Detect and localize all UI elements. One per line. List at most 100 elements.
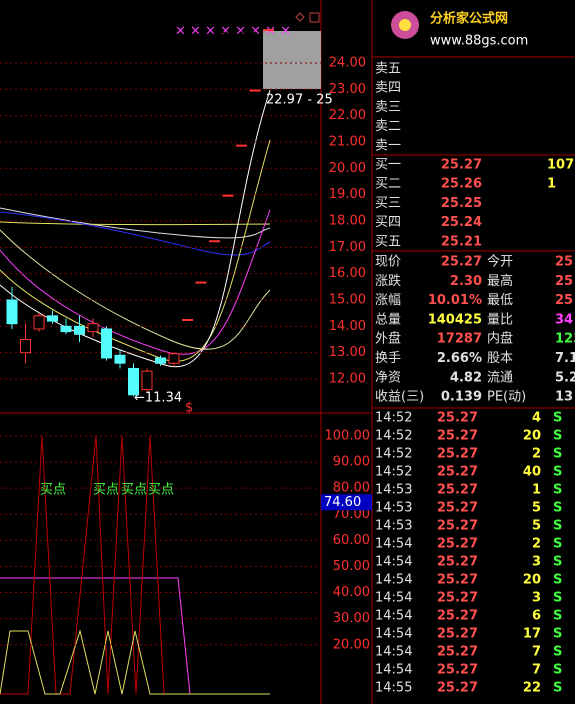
stat-label: 量比 — [487, 312, 513, 327]
trade-time: 14:52 — [375, 465, 412, 480]
logo-title: 分析家公式网 — [430, 11, 508, 27]
trade-time: 14:54 — [375, 609, 412, 624]
y-tick-label: 60.00 — [333, 533, 370, 548]
buy-level-label: 买三 — [375, 196, 401, 211]
trade-price: 25.27 — [437, 555, 478, 570]
range-label: 22.97 - 25 — [266, 93, 333, 108]
trade-time: 14:54 — [375, 645, 412, 660]
y-tick-label: 14.00 — [329, 319, 366, 334]
trade-volume: 1 — [532, 483, 541, 498]
sell-label: 卖四 — [375, 81, 401, 96]
candle-body — [74, 325, 85, 335]
window-button[interactable] — [295, 12, 305, 22]
sell-label: 卖一 — [375, 138, 401, 153]
trade-time: 14:53 — [375, 483, 412, 498]
trade-time: 14:52 — [375, 411, 412, 426]
candle-body — [87, 323, 99, 333]
buy-price: 25.21 — [441, 234, 482, 249]
buy-label: 买点 — [121, 483, 147, 498]
stat-label: 总量 — [375, 312, 401, 327]
trade-volume: 20 — [523, 429, 541, 444]
stat-value: 25 — [555, 293, 573, 308]
trade-price: 25.27 — [437, 591, 478, 606]
stat-label: 收益(三) — [375, 390, 424, 405]
trade-side: S — [553, 609, 562, 624]
candle-body — [60, 325, 72, 333]
stat-value: 4.82 — [450, 370, 482, 385]
trade-volume: 40 — [523, 465, 541, 480]
trade-price: 25.27 — [437, 501, 478, 516]
indicator-line — [0, 435, 270, 695]
low-label: ←11.34 — [134, 391, 182, 406]
trade-side: S — [553, 645, 562, 660]
trade-side: S — [553, 483, 562, 498]
stat-value: 34 — [555, 312, 573, 327]
stat-label: 净资 — [375, 370, 401, 385]
trade-side: S — [553, 555, 562, 570]
stat-value: 25 — [555, 274, 573, 289]
trade-volume: 5 — [532, 501, 541, 516]
current-value-label: 74.60 — [324, 495, 361, 510]
candle-body — [222, 194, 234, 197]
candle-body — [33, 315, 45, 330]
stat-value: 1231 — [555, 332, 575, 347]
stat-label: 内盘 — [487, 331, 513, 347]
stat-value: 13 — [555, 390, 573, 405]
y-tick-label: 22.00 — [329, 108, 366, 123]
y-tick-label: 24.00 — [329, 55, 366, 70]
trade-price: 25.27 — [437, 429, 478, 444]
stat-value: 5.28 — [555, 370, 575, 385]
stat-label: 现价 — [375, 255, 401, 270]
sell-label: 卖三 — [375, 100, 401, 115]
buy-label: 买点 — [40, 483, 66, 498]
ma-line — [0, 207, 271, 239]
trade-price: 25.27 — [437, 465, 478, 480]
stat-value: 25.27 — [441, 255, 482, 270]
markers: × × × × × × × × — [175, 24, 291, 39]
candle-body — [182, 318, 193, 321]
buy-level-label: 买四 — [375, 215, 401, 230]
stat-value: 2.66% — [437, 351, 482, 366]
trade-volume: 5 — [532, 519, 541, 534]
current-value-box — [321, 494, 372, 511]
trade-time: 14:54 — [375, 627, 412, 642]
buy-label: 买点 — [148, 483, 174, 498]
stat-label: PE(动) — [487, 390, 526, 405]
candle-body — [263, 29, 274, 31]
candle-body — [20, 339, 31, 354]
trade-volume: 3 — [532, 591, 541, 606]
candle-body — [195, 281, 207, 284]
y-tick-label: 50.00 — [333, 559, 370, 574]
trade-side: S — [553, 663, 562, 678]
stat-value: 7.10 — [555, 351, 575, 366]
trade-time: 14:52 — [375, 429, 412, 444]
stat-value: 0.139 — [441, 390, 482, 405]
y-tick-label: 18.00 — [329, 213, 366, 228]
buy-volume: 1 — [547, 177, 556, 192]
trade-volume: 7 — [532, 645, 541, 660]
buy-price: 25.27 — [441, 158, 482, 173]
stat-value: 25 — [555, 255, 573, 270]
window-button[interactable] — [309, 12, 320, 23]
ma-line — [0, 229, 271, 350]
indicator-line — [0, 629, 270, 695]
stat-label: 涨跌 — [375, 273, 401, 289]
y-tick-label: 70.00 — [333, 507, 370, 522]
trade-price: 25.27 — [437, 411, 478, 426]
trade-side: S — [553, 429, 562, 444]
y-tick-label: 19.00 — [329, 187, 366, 202]
candle-body — [168, 353, 180, 364]
trade-price: 25.27 — [437, 663, 478, 678]
trade-time: 14:54 — [375, 591, 412, 606]
trade-price: 25.27 — [437, 681, 478, 696]
y-tick-label: 40.00 — [333, 585, 370, 600]
trade-side: S — [553, 501, 562, 516]
ma-line — [0, 209, 271, 355]
signal-marker: $ — [185, 401, 193, 416]
y-tick-label: 13.00 — [329, 345, 366, 360]
high-label: 25.27 — [218, 31, 255, 46]
